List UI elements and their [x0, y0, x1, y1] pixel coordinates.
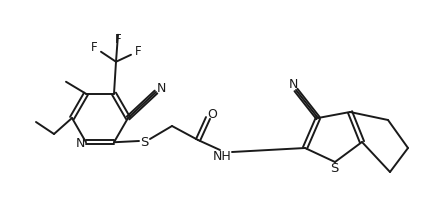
- Text: F: F: [115, 33, 121, 46]
- Text: N: N: [156, 82, 166, 94]
- Text: NH: NH: [212, 151, 231, 163]
- Text: N: N: [288, 78, 298, 90]
- Text: S: S: [330, 161, 338, 175]
- Text: F: F: [135, 45, 141, 58]
- Text: S: S: [140, 135, 148, 149]
- Text: N: N: [75, 137, 85, 150]
- Text: O: O: [207, 108, 217, 120]
- Text: F: F: [91, 41, 97, 54]
